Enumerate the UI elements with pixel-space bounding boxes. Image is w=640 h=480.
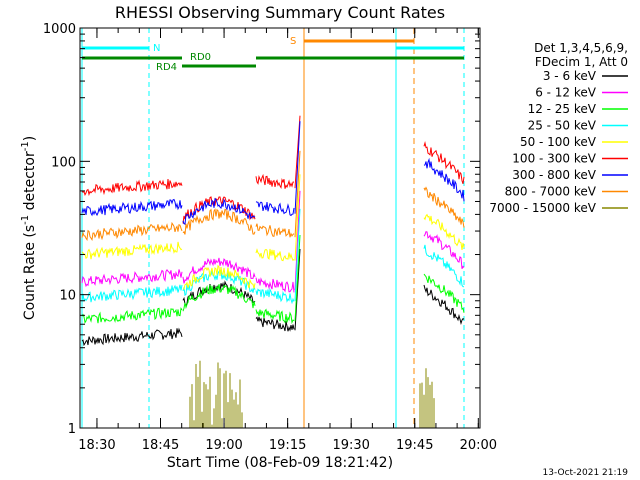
x-tick-label: 19:30 [332, 438, 369, 453]
series-line [81, 150, 465, 242]
y-axis-label: Count Rate (s-1 detector-1) [20, 136, 38, 320]
flag-label-n: N [153, 43, 160, 54]
legend-entry: 100 - 300 keV [512, 152, 596, 166]
x-tick-label: 20:00 [460, 438, 497, 453]
x-tick-label: 19:00 [205, 438, 242, 453]
flag-label-rd0: RD0 [190, 52, 211, 63]
legend: Det 1,3,4,5,6,9, FDecim 1, Att 0 3 - 6 k… [489, 41, 628, 215]
flag-label-s: S [290, 36, 296, 47]
x-tick-label: 19:15 [269, 438, 306, 453]
legend-entry: 25 - 50 keV [528, 119, 597, 133]
series-line [189, 360, 435, 428]
series-line [81, 248, 465, 347]
legend-entry: 300 - 800 keV [512, 168, 596, 182]
series-line [81, 208, 465, 305]
series-line [81, 190, 465, 293]
y-tick-label: 1000 [43, 22, 76, 37]
legend-entry: 6 - 12 keV [535, 86, 597, 100]
flag-label-rd4: RD4 [156, 62, 177, 73]
legend-header-line-2: FDecim 1, Att 0 [535, 55, 628, 69]
y-tick-label: 10 [59, 289, 76, 304]
series-line [81, 121, 465, 225]
chart-title: RHESSI Observing Summary Count Rates [115, 3, 445, 22]
x-axis-label: Start Time (08-Feb-09 18:21:42) [167, 455, 393, 471]
axes-frame [79, 27, 481, 429]
legend-entry: 7000 - 15000 keV [489, 201, 596, 215]
x-tick-label: 18:45 [142, 438, 179, 453]
y-tick-label: 100 [51, 155, 76, 170]
legend-entry: 12 - 25 keV [528, 102, 597, 116]
x-tick-label: 19:45 [396, 438, 433, 453]
legend-entry: 800 - 7000 keV [505, 185, 597, 199]
series-line [81, 174, 465, 290]
timestamp: 13-Oct-2021 21:19 [543, 468, 629, 478]
series-line [81, 115, 465, 224]
legend-header-line-1: Det 1,3,4,5,6,9, [534, 41, 628, 55]
y-tick-label: 1 [68, 422, 76, 437]
x-tick-label: 18:30 [78, 438, 115, 453]
legend-entry: 50 - 100 keV [520, 135, 597, 149]
series-line [81, 234, 465, 325]
legend-entry: 3 - 6 keV [543, 69, 597, 83]
